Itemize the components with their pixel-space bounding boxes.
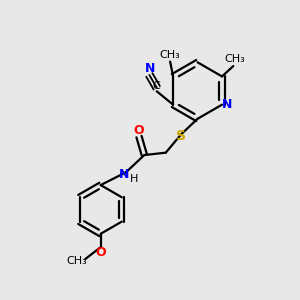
- Text: N: N: [222, 98, 233, 111]
- Text: C: C: [152, 81, 160, 91]
- Text: CH₃: CH₃: [224, 55, 245, 64]
- Text: CH₃: CH₃: [66, 256, 87, 266]
- Text: CH₃: CH₃: [160, 50, 181, 60]
- Text: N: N: [119, 168, 130, 181]
- Text: N: N: [145, 62, 155, 75]
- Text: H: H: [130, 174, 138, 184]
- Text: S: S: [176, 129, 186, 143]
- Text: O: O: [95, 246, 106, 259]
- Text: O: O: [133, 124, 144, 136]
